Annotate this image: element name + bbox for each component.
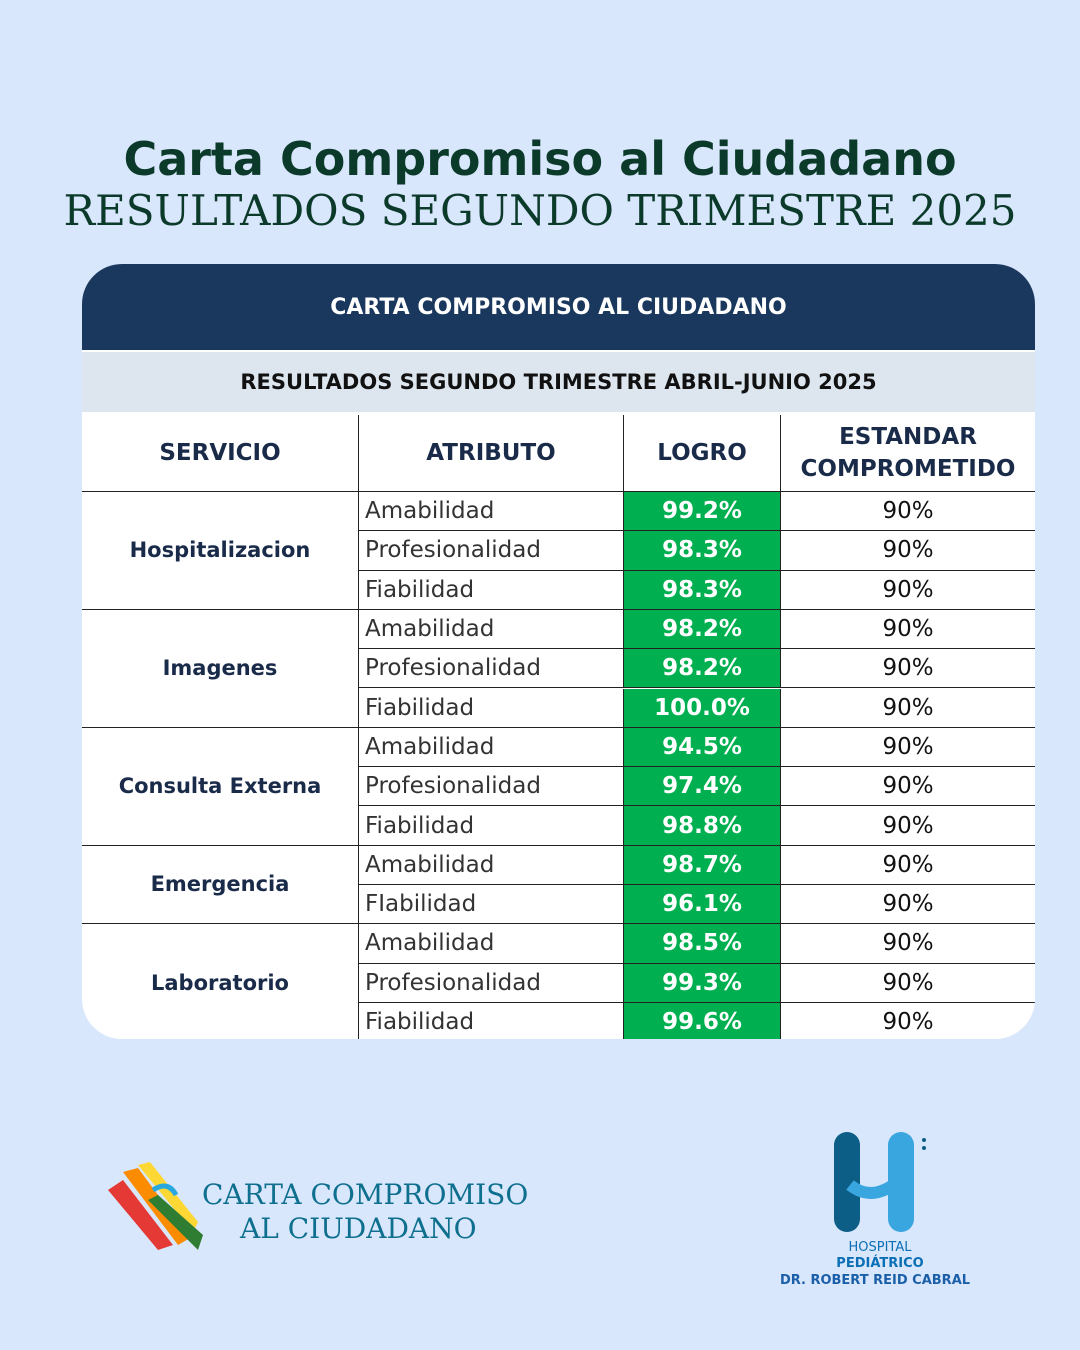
standard-cell: 90%	[781, 924, 1035, 964]
attribute-cell: Amabilidad	[359, 924, 624, 964]
standard-cell: 90%	[781, 885, 1035, 925]
achievement-cell: 98.3%	[624, 531, 781, 571]
standard-cell: 90%	[781, 610, 1035, 650]
column-header: SERVICIO	[82, 415, 359, 492]
standard-cell: 90%	[781, 806, 1035, 846]
attribute-cell: Fiabilidad	[359, 688, 624, 728]
achievement-cell: 99.6%	[624, 1002, 781, 1039]
standard-cell: 90%	[781, 689, 1035, 728]
title: Carta Compromiso al Ciudadano	[123, 132, 957, 186]
achievement-cell: 98.2%	[624, 649, 781, 689]
service-cell: Laboratorio	[82, 924, 359, 1039]
left-logo-text: CARTA COMPROMISO	[202, 1178, 529, 1211]
attribute-cell: Profesionalidad	[359, 531, 624, 571]
attribute-cell: Profesionalidad	[359, 649, 624, 689]
column-header: LOGRO	[624, 415, 781, 492]
attribute-cell: Amabilidad	[359, 727, 624, 768]
left-logo-text: AL CIUDADANO	[240, 1212, 477, 1245]
right-logo-text: HOSPITAL	[848, 1240, 912, 1255]
achievement-cell: 98.2%	[624, 609, 781, 650]
standard-cell: 90%	[781, 846, 1035, 885]
right-logo-text: DR. ROBERT REID CABRAL	[779, 1273, 971, 1288]
achievement-cell: 98.3%	[624, 570, 781, 610]
achievement-cell: 94.5%	[624, 727, 781, 768]
achievement-cell: 98.5%	[624, 924, 781, 964]
service-cell: Consulta Externa	[82, 727, 359, 846]
service-cell: Emergencia	[82, 845, 359, 925]
achievement-cell: 99.3%	[624, 963, 781, 1003]
table-subtitle: RESULTADOS SEGUNDO TRIMESTRE ABRIL-JUNIO…	[82, 352, 1035, 412]
table-title: CARTA COMPROMISO AL CIUDADANO	[82, 264, 1035, 350]
subtitle: RESULTADOS SEGUNDO TRIMESTRE 2025	[63, 186, 1017, 235]
standard-cell: 90%	[781, 571, 1035, 610]
standard-cell: 90%	[781, 767, 1035, 807]
achievement-cell: 96.1%	[624, 885, 781, 925]
achievement-cell: 100.0%	[624, 688, 781, 728]
table-card: CARTA COMPROMISO AL CIUDADANO RESULTADOS…	[82, 264, 1035, 1039]
right-logo-icon	[834, 1132, 926, 1232]
attribute-cell: Profesionalidad	[359, 767, 624, 807]
attribute-cell: Fiabilidad	[359, 806, 624, 846]
column-header: ESTANDAR COMPROMETIDO	[781, 415, 1035, 492]
attribute-cell: Amabilidad	[359, 845, 624, 885]
standard-cell: 90%	[781, 728, 1035, 768]
right-logo-text: PEDIÁTRICO	[836, 1256, 924, 1271]
standard-cell: 90%	[781, 492, 1035, 532]
column-header: ATRIBUTO	[359, 415, 624, 492]
service-cell: Hospitalizacion	[82, 492, 359, 610]
left-logo-icon	[108, 1162, 203, 1250]
achievement-cell: 98.7%	[624, 845, 781, 885]
standard-cell: 90%	[781, 1003, 1035, 1039]
achievement-cell: 98.8%	[624, 806, 781, 846]
achievement-cell: 97.4%	[624, 767, 781, 807]
attribute-cell: Amabilidad	[359, 609, 624, 650]
attribute-cell: Amabilidad	[359, 492, 624, 532]
attribute-cell: FIabilidad	[359, 885, 624, 925]
service-cell: Imagenes	[82, 609, 359, 728]
standard-cell: 90%	[781, 964, 1035, 1003]
standard-cell: 90%	[781, 531, 1035, 571]
attribute-cell: Profesionalidad	[359, 963, 624, 1003]
achievement-cell: 99.2%	[624, 492, 781, 532]
attribute-cell: Fiabilidad	[359, 570, 624, 610]
standard-cell: 90%	[781, 649, 1035, 689]
attribute-cell: Fiabilidad	[359, 1002, 624, 1039]
